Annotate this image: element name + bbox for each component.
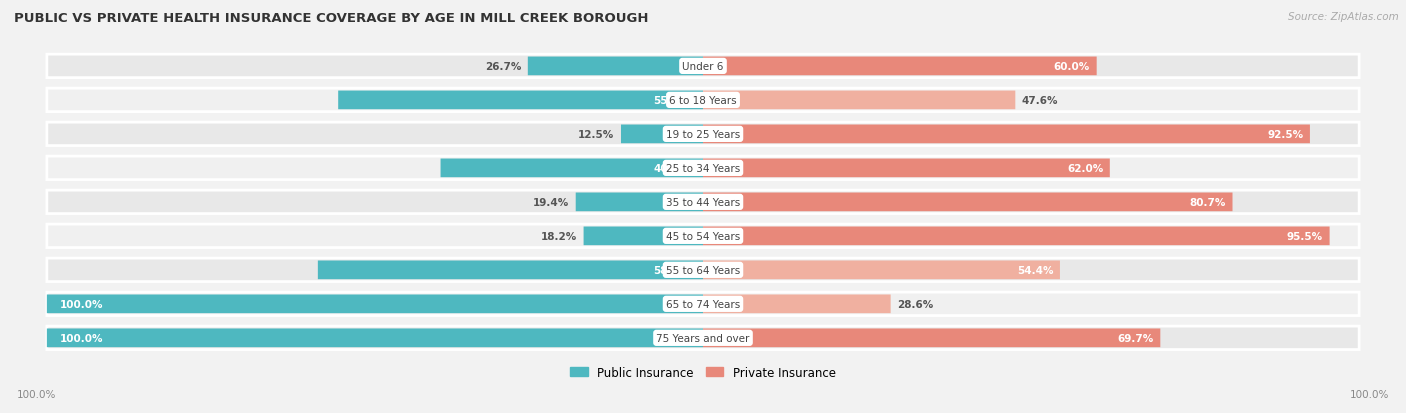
FancyBboxPatch shape	[46, 55, 1360, 78]
Text: 54.4%: 54.4%	[1017, 265, 1053, 275]
FancyBboxPatch shape	[583, 227, 703, 246]
FancyBboxPatch shape	[703, 125, 1310, 144]
Text: 18.2%: 18.2%	[541, 231, 576, 241]
FancyBboxPatch shape	[703, 91, 1015, 110]
FancyBboxPatch shape	[46, 259, 1360, 282]
Text: 60.0%: 60.0%	[1054, 62, 1090, 72]
FancyBboxPatch shape	[46, 191, 1360, 214]
FancyBboxPatch shape	[46, 123, 1360, 146]
Text: 62.0%: 62.0%	[1067, 164, 1104, 173]
Text: 100.0%: 100.0%	[17, 389, 56, 399]
Text: 69.7%: 69.7%	[1118, 333, 1154, 343]
Text: 40.0%: 40.0%	[654, 164, 690, 173]
FancyBboxPatch shape	[339, 91, 703, 110]
FancyBboxPatch shape	[703, 329, 1160, 347]
Text: 58.7%: 58.7%	[654, 265, 690, 275]
Text: 47.6%: 47.6%	[1022, 96, 1059, 106]
Text: Source: ZipAtlas.com: Source: ZipAtlas.com	[1288, 12, 1399, 22]
FancyBboxPatch shape	[703, 261, 1060, 280]
FancyBboxPatch shape	[46, 292, 1360, 316]
FancyBboxPatch shape	[621, 125, 703, 144]
Text: 65 to 74 Years: 65 to 74 Years	[666, 299, 740, 309]
Text: 80.7%: 80.7%	[1189, 197, 1226, 207]
Text: 92.5%: 92.5%	[1267, 130, 1303, 140]
Legend: Public Insurance, Private Insurance: Public Insurance, Private Insurance	[565, 361, 841, 383]
Text: 19.4%: 19.4%	[533, 197, 569, 207]
Text: 19 to 25 Years: 19 to 25 Years	[666, 130, 740, 140]
Text: 55.6%: 55.6%	[654, 96, 690, 106]
Text: Under 6: Under 6	[682, 62, 724, 72]
Text: 25 to 34 Years: 25 to 34 Years	[666, 164, 740, 173]
FancyBboxPatch shape	[46, 157, 1360, 180]
Text: 26.7%: 26.7%	[485, 62, 522, 72]
Text: 100.0%: 100.0%	[60, 299, 104, 309]
FancyBboxPatch shape	[575, 193, 703, 212]
Text: 75 Years and over: 75 Years and over	[657, 333, 749, 343]
Text: 28.6%: 28.6%	[897, 299, 934, 309]
Text: 100.0%: 100.0%	[1350, 389, 1389, 399]
FancyBboxPatch shape	[527, 57, 703, 76]
FancyBboxPatch shape	[440, 159, 703, 178]
Text: 95.5%: 95.5%	[1286, 231, 1323, 241]
FancyBboxPatch shape	[703, 227, 1330, 246]
FancyBboxPatch shape	[703, 193, 1233, 212]
Text: 100.0%: 100.0%	[60, 333, 104, 343]
FancyBboxPatch shape	[703, 295, 890, 313]
FancyBboxPatch shape	[318, 261, 703, 280]
FancyBboxPatch shape	[703, 159, 1109, 178]
FancyBboxPatch shape	[46, 89, 1360, 112]
Text: 6 to 18 Years: 6 to 18 Years	[669, 96, 737, 106]
Text: 35 to 44 Years: 35 to 44 Years	[666, 197, 740, 207]
Text: 12.5%: 12.5%	[578, 130, 614, 140]
Text: PUBLIC VS PRIVATE HEALTH INSURANCE COVERAGE BY AGE IN MILL CREEK BOROUGH: PUBLIC VS PRIVATE HEALTH INSURANCE COVER…	[14, 12, 648, 25]
FancyBboxPatch shape	[46, 295, 703, 313]
FancyBboxPatch shape	[46, 225, 1360, 248]
FancyBboxPatch shape	[46, 326, 1360, 350]
Text: 55 to 64 Years: 55 to 64 Years	[666, 265, 740, 275]
FancyBboxPatch shape	[46, 329, 703, 347]
FancyBboxPatch shape	[703, 57, 1097, 76]
Text: 45 to 54 Years: 45 to 54 Years	[666, 231, 740, 241]
